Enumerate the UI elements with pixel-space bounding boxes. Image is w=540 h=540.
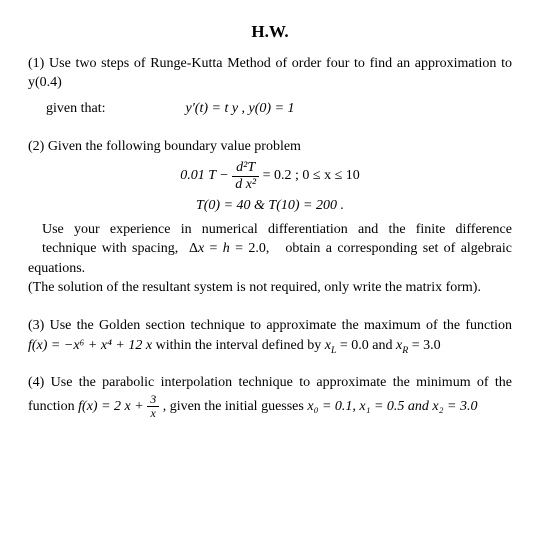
p4-frac-num: 3 bbox=[147, 393, 159, 407]
p4-frac-den: x bbox=[147, 407, 159, 420]
problem-3: (3) Use the Golden section technique to … bbox=[28, 316, 512, 355]
p1-text: (1) Use two steps of Runge-Kutta Method … bbox=[28, 54, 512, 93]
p2-intro: (2) Given the following boundary value p… bbox=[28, 137, 512, 157]
problem-1: (1) Use two steps of Runge-Kutta Method … bbox=[28, 54, 512, 119]
p2-body1: Use your experience in numerical differe… bbox=[28, 220, 512, 279]
frac-num: d²T bbox=[232, 160, 259, 176]
p4-guesses: x₀ = 0.1, x₁ = 0.5 and x₂ = 3.0 bbox=[307, 399, 477, 414]
page-title: H.W. bbox=[28, 20, 512, 44]
p3-intro: (3) Use the Golden section technique to … bbox=[28, 318, 512, 333]
eq-right: = 0.2 ; 0 ≤ x ≤ 10 bbox=[259, 168, 360, 183]
p2-bc: T(0) = 40 & T(10) = 200 . bbox=[28, 196, 512, 216]
p3-text: (3) Use the Golden section technique to … bbox=[28, 316, 512, 355]
p2-body2: (The solution of the resultant system is… bbox=[28, 278, 512, 298]
p3-fx: f(x) = −x⁶ + x⁴ + 12 x bbox=[28, 338, 152, 353]
problem-2: (2) Given the following boundary value p… bbox=[28, 137, 512, 298]
p3-mid: within the interval defined by bbox=[152, 338, 325, 353]
problem-4: (4) Use the parabolic interpolation tech… bbox=[28, 373, 512, 420]
p4-fraction: 3x bbox=[147, 393, 159, 420]
eq-left: 0.01 T − bbox=[180, 168, 232, 183]
p2-equation: 0.01 T − d²Td x² = 0.2 ; 0 ≤ x ≤ 10 bbox=[28, 160, 512, 192]
p4-fx-left: f(x) = 2 x + bbox=[78, 399, 147, 414]
p4-text: (4) Use the parabolic interpolation tech… bbox=[28, 373, 512, 420]
xr-val: = 3.0 bbox=[408, 338, 440, 353]
given-label: given that: bbox=[46, 99, 106, 119]
p1-equation: y′(t) = t y , y(0) = 1 bbox=[186, 99, 295, 119]
p1-given: given that: y′(t) = t y , y(0) = 1 bbox=[28, 99, 512, 119]
frac-den: d x² bbox=[232, 177, 259, 192]
p4-mid: , given the initial guesses bbox=[159, 399, 307, 414]
xl-val: = 0.0 and bbox=[336, 338, 396, 353]
fraction: d²Td x² bbox=[232, 160, 259, 192]
